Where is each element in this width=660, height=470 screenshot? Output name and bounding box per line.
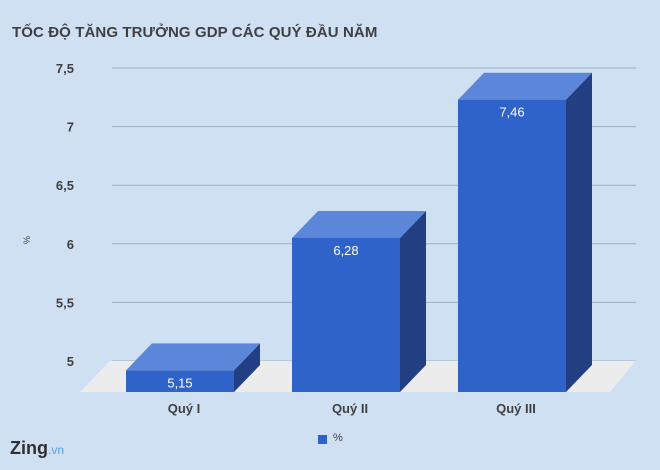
bar-top-face [126,343,260,371]
data-label: 6,28 [333,243,358,258]
bar-top-face [292,210,426,238]
bar [126,343,260,392]
data-label: 5,15 [167,375,192,390]
bar-front-face [126,370,234,392]
bar-front-face [292,237,400,392]
bar [458,72,592,393]
bar [292,210,426,392]
y-tick-label: 5,5 [56,295,74,310]
logo-main: Zing [10,438,48,458]
zing-logo: Zing.vn [10,438,64,459]
x-tick-label: Quý III [496,401,536,416]
x-tick-label: Quý II [332,401,368,416]
y-tick-label: 7,5 [56,61,74,76]
bar-side-face [234,343,260,392]
bar-side-face [400,210,426,392]
logo-suffix: .vn [48,443,65,457]
bar-side-face [566,72,592,393]
y-tick-label: 6 [67,237,74,252]
data-label: 7,46 [499,105,524,120]
y-tick-label: 7 [67,120,74,135]
legend-label: % [333,432,343,444]
chart-title: TỐC ĐỘ TĂNG TRƯỞNG GDP CÁC QUÝ ĐẦU NĂM [12,24,378,41]
bar-front-face [458,99,566,393]
x-tick-label: Quý I [168,401,201,416]
y-tick-label: 5 [67,354,74,369]
legend-swatch [318,435,327,444]
y-axis-label: % [22,236,32,244]
bar-top-face [458,72,592,100]
y-tick-label: 6,5 [56,178,74,193]
